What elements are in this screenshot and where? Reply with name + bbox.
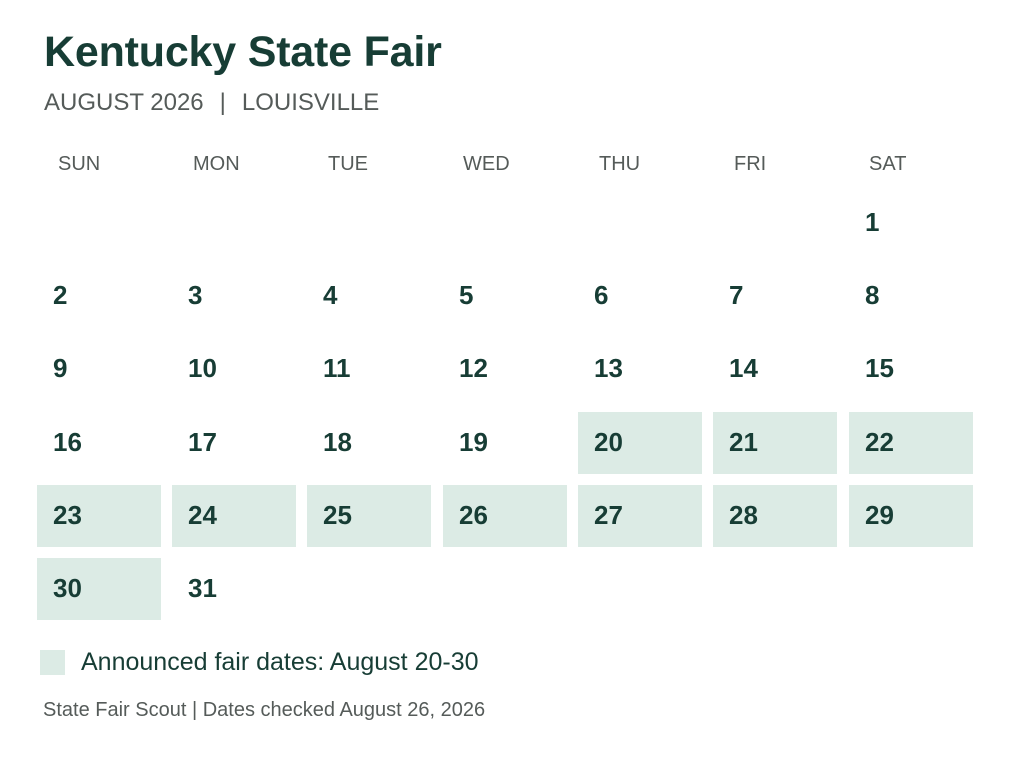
day-cell-6: 6 [578, 265, 702, 327]
weekday-header-mon: MON [193, 153, 240, 175]
subtitle-location: LOUISVILLE [241, 89, 380, 116]
day-cell-1: 1 [849, 192, 973, 254]
footer-source-note: State Fair Scout | Dates checked August … [43, 699, 486, 721]
weekday-header-tue: TUE [328, 153, 368, 175]
day-cell-11: 11 [307, 338, 431, 400]
day-number-13: 13 [594, 353, 623, 383]
day-number-8: 8 [865, 280, 880, 310]
day-cell-14: 14 [713, 338, 837, 400]
day-number-29: 29 [865, 500, 894, 530]
day-cell-12: 12 [443, 338, 567, 400]
day-number-7: 7 [729, 280, 744, 310]
day-cell-31: 31 [172, 558, 296, 620]
day-cell-29: 29 [849, 485, 973, 547]
day-number-6: 6 [594, 280, 609, 310]
weekday-header-sun: SUN [58, 153, 101, 175]
day-number-19: 19 [459, 427, 488, 457]
day-number-27: 27 [594, 500, 623, 530]
legend-color-swatch [40, 649, 65, 675]
fair-dates-legend: Announced fair dates: August 20-30 [40, 646, 479, 678]
day-number-5: 5 [459, 280, 474, 310]
day-cell-13: 13 [578, 338, 702, 400]
day-number-16: 16 [53, 427, 82, 457]
day-cell-2: 2 [37, 265, 161, 327]
day-cell-8: 8 [849, 265, 973, 327]
day-number-1: 1 [865, 207, 880, 237]
day-number-18: 18 [323, 427, 352, 457]
subtitle-separator: | [219, 89, 226, 116]
day-number-21: 21 [729, 427, 758, 457]
day-cell-22: 22 [849, 412, 973, 474]
day-number-14: 14 [729, 353, 758, 383]
day-number-4: 4 [323, 280, 338, 310]
day-cell-16: 16 [37, 412, 161, 474]
day-number-22: 22 [865, 427, 894, 457]
day-number-28: 28 [729, 500, 758, 530]
day-cell-19: 19 [443, 412, 567, 474]
legend-label: Announced fair dates: August 20-30 [81, 648, 479, 676]
day-number-23: 23 [53, 500, 82, 530]
day-number-26: 26 [459, 500, 488, 530]
day-number-10: 10 [188, 353, 217, 383]
day-cell-18: 18 [307, 412, 431, 474]
day-cell-26: 26 [443, 485, 567, 547]
day-number-25: 25 [323, 500, 352, 530]
weekday-header-fri: FRI [734, 153, 767, 175]
day-cell-9: 9 [37, 338, 161, 400]
day-number-20: 20 [594, 427, 623, 457]
day-cell-7: 7 [713, 265, 837, 327]
day-cell-24: 24 [172, 485, 296, 547]
day-number-3: 3 [188, 280, 203, 310]
weekday-header-wed: WED [463, 153, 510, 175]
day-number-24: 24 [188, 500, 217, 530]
day-number-11: 11 [323, 353, 351, 383]
day-number-17: 17 [188, 427, 217, 457]
page-title: Kentucky State Fair [44, 28, 442, 76]
day-cell-10: 10 [172, 338, 296, 400]
weekday-header-thu: THU [599, 153, 641, 175]
day-cell-20: 20 [578, 412, 702, 474]
day-number-9: 9 [53, 353, 68, 383]
day-cell-17: 17 [172, 412, 296, 474]
day-cell-30: 30 [37, 558, 161, 620]
day-number-31: 31 [188, 573, 217, 603]
day-number-2: 2 [53, 280, 68, 310]
day-number-12: 12 [459, 353, 488, 383]
day-cell-27: 27 [578, 485, 702, 547]
day-cell-15: 15 [849, 338, 973, 400]
day-cell-23: 23 [37, 485, 161, 547]
day-number-15: 15 [865, 353, 894, 383]
day-cell-21: 21 [713, 412, 837, 474]
subtitle-date: AUGUST 2026 [44, 89, 204, 116]
day-cell-28: 28 [713, 485, 837, 547]
day-cell-4: 4 [307, 265, 431, 327]
weekday-header-sat: SAT [869, 153, 907, 175]
day-cell-3: 3 [172, 265, 296, 327]
day-cell-5: 5 [443, 265, 567, 327]
page-subtitle: AUGUST 2026 | LOUISVILLE [44, 88, 379, 118]
day-cell-25: 25 [307, 485, 431, 547]
day-number-30: 30 [53, 573, 82, 603]
